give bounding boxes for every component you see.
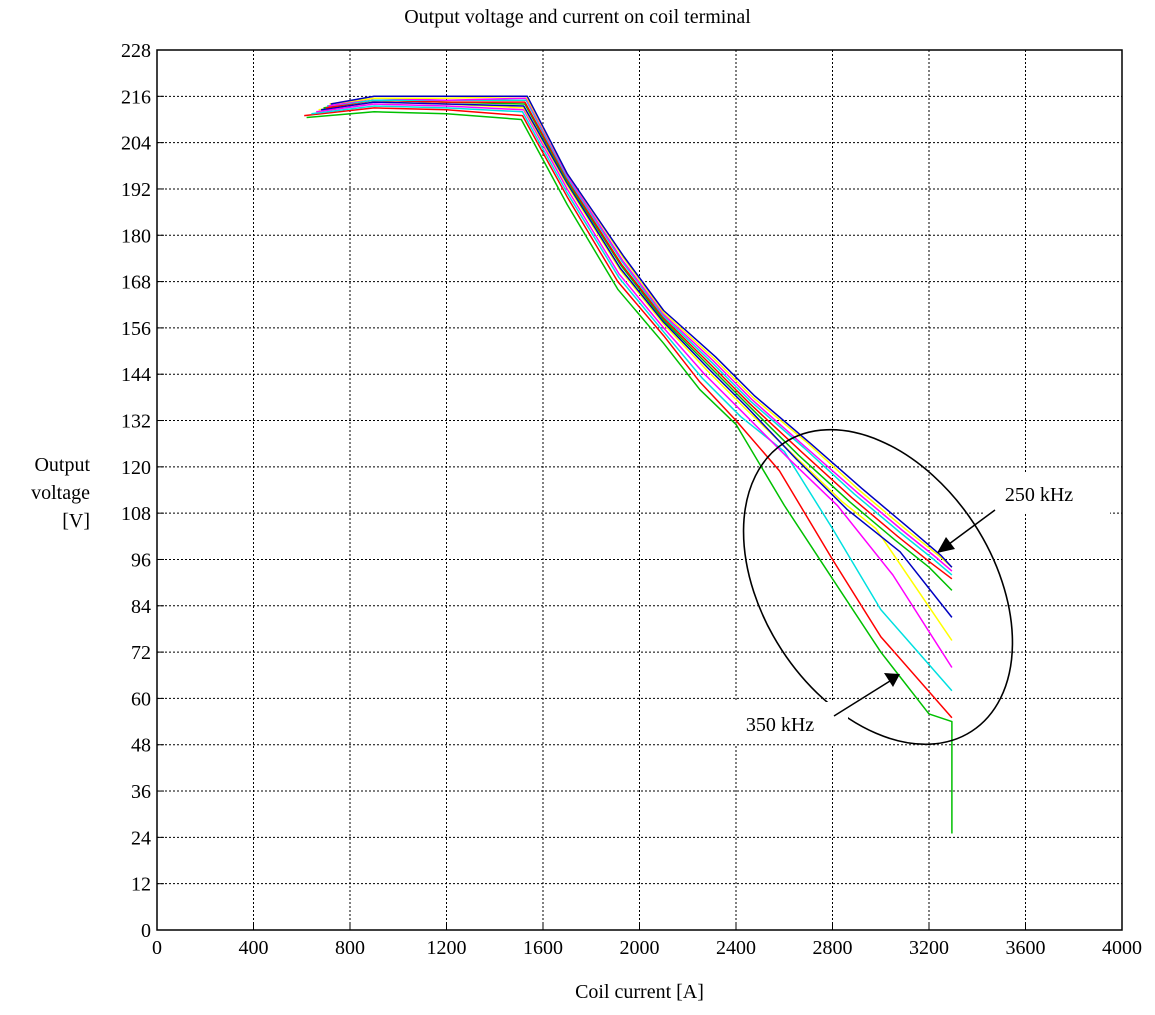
y-axis-label-line-1: Output	[34, 454, 90, 476]
x-tick-label: 0	[152, 937, 162, 959]
x-tick-label: 2400	[716, 937, 756, 959]
arrow-350-head	[884, 673, 900, 687]
arrow-250-head	[937, 537, 955, 553]
y-tick-label: 24	[131, 827, 151, 849]
plot-frame	[156, 49, 1123, 931]
annotation-bg-250	[985, 472, 1110, 514]
y-tick-label: 132	[121, 411, 151, 433]
y-tick-label: 48	[131, 735, 151, 757]
y-axis-label-line-2: voltage	[31, 482, 90, 504]
x-tick-label: 3600	[1006, 937, 1046, 959]
y-axis-label: Output voltage [V]	[10, 451, 90, 535]
y-tick-label: 156	[121, 318, 151, 340]
x-tick-label: 4000	[1102, 937, 1142, 959]
series-line-10	[328, 97, 953, 572]
y-tick-label: 84	[131, 596, 151, 618]
ticks: 0 400 800 1200 1600 2000 2400 2800 3200 3600 4000 0…	[121, 40, 1142, 959]
chart-title: Output voltage and current on coil termi…	[404, 6, 751, 28]
arrow-250-line	[944, 509, 996, 548]
grid	[157, 50, 1122, 930]
x-tick-label: 2800	[813, 937, 853, 959]
series-line-11	[329, 95, 953, 568]
y-tick-label: 72	[131, 642, 151, 664]
y-tick-label: 168	[121, 272, 151, 294]
y-tick-label: 0	[141, 920, 151, 942]
y-tick-label: 96	[131, 549, 151, 571]
x-axis-label: Coil current [A]	[575, 981, 704, 1003]
y-tick-label: 120	[121, 457, 151, 479]
x-tick-label: 400	[239, 937, 269, 959]
series-line-6	[320, 101, 953, 618]
annotation-250-khz: 250 kHz	[1005, 484, 1073, 506]
y-tick-label: 192	[121, 179, 151, 201]
y-tick-label: 204	[121, 133, 151, 155]
series-lines	[304, 95, 953, 834]
annotation-bg-350	[720, 702, 848, 744]
y-tick-label: 12	[131, 874, 151, 896]
y-tick-label: 228	[121, 40, 151, 62]
y-axis-label-line-3: [V]	[62, 510, 90, 532]
annotation-350-khz: 350 kHz	[746, 714, 814, 736]
x-tick-label: 2000	[620, 937, 660, 959]
arrow-350-line	[833, 680, 891, 717]
annotations: 250 kHz 350 kHz	[720, 428, 1110, 746]
series-line-4	[316, 103, 953, 668]
series-line-12	[330, 95, 953, 568]
x-tick-label: 3200	[909, 937, 949, 959]
y-tick-label: 144	[121, 364, 151, 386]
y-tick-label: 216	[121, 86, 151, 108]
series-line-8	[325, 99, 953, 580]
series-line-2	[304, 107, 953, 719]
y-tick-label: 180	[121, 225, 151, 247]
series-line-1	[306, 111, 953, 834]
y-tick-label: 60	[131, 688, 151, 710]
x-tick-label: 1200	[427, 937, 467, 959]
y-tick-label: 108	[121, 503, 151, 525]
x-tick-label: 800	[335, 937, 365, 959]
x-tick-label: 1600	[523, 937, 563, 959]
series-line-3	[311, 105, 953, 692]
y-tick-label: 36	[131, 781, 151, 803]
